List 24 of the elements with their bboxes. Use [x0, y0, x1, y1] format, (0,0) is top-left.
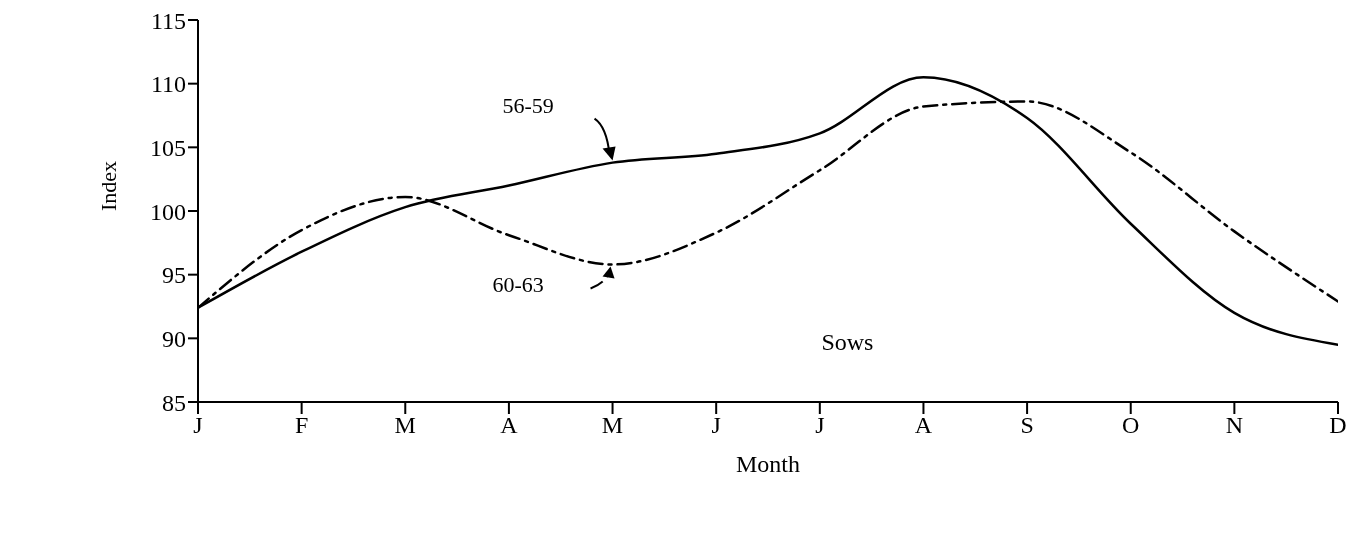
y-tick-label: 100	[150, 198, 186, 225]
x-axis-title: Month	[735, 451, 801, 477]
y-tick-label: 90	[162, 325, 186, 352]
y-tick-label: 85	[162, 389, 186, 416]
y-tick-label: 105	[150, 134, 186, 161]
x-tick-label: D	[1329, 412, 1347, 439]
x-tick-label: M	[394, 412, 416, 439]
y-tick-label: 95	[162, 262, 186, 289]
x-tick-label: A	[500, 412, 519, 439]
y-tick-label: 115	[150, 7, 186, 34]
x-tick-label: M	[601, 412, 624, 439]
x-tick-label: N	[1225, 412, 1244, 439]
text: 56-59	[502, 92, 554, 118]
x-tick-label: J	[711, 412, 721, 439]
x-tick-label: F	[294, 412, 309, 439]
x-tick-label: O	[1122, 412, 1140, 439]
x-tick-label: J	[193, 412, 203, 439]
x-tick-label: S	[1020, 412, 1034, 439]
y-axis-title: Index	[95, 160, 121, 211]
x-tick-label: A	[914, 412, 933, 439]
x-tick-label: J	[815, 412, 825, 439]
legend-label: 60-63	[492, 272, 544, 298]
y-tick-label: 110	[150, 71, 186, 98]
annotation: Sows	[821, 328, 874, 355]
